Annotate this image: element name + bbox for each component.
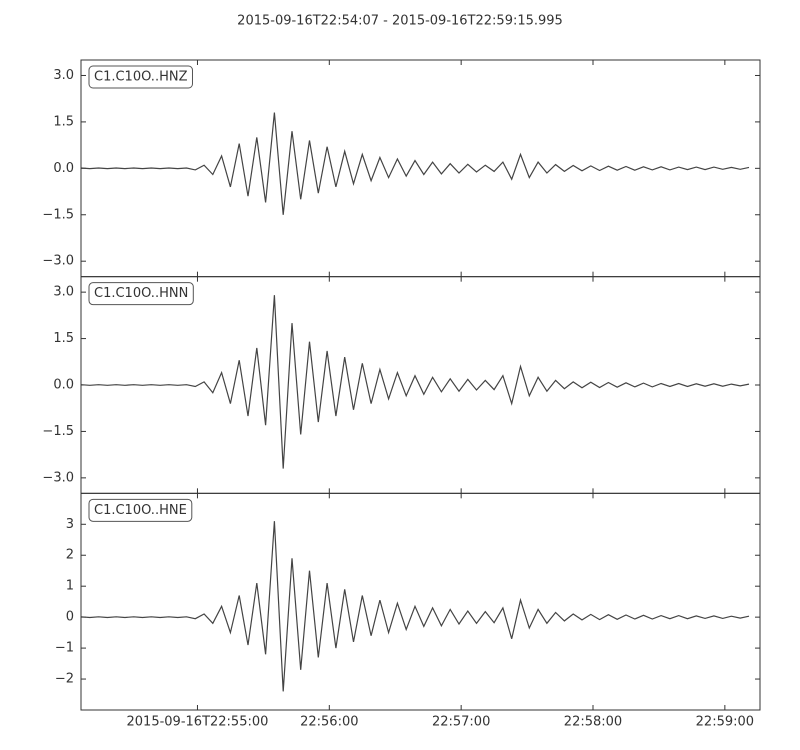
x-tick-label: 22:58:00 <box>564 715 622 730</box>
y-tick-label: 1.5 <box>53 114 74 129</box>
x-tick-label: 2015-09-16T22:55:00 <box>127 715 269 730</box>
waveform <box>80 112 750 215</box>
y-tick-label: 3.0 <box>53 68 74 83</box>
trace-label-box <box>88 65 193 89</box>
x-tick-label: 22:59:00 <box>696 715 754 730</box>
trace-label: C1.C10O..HNN <box>88 282 194 306</box>
y-tick-label: 2 <box>66 548 74 563</box>
waveform <box>80 295 750 469</box>
y-tick-label: 0.0 <box>53 378 74 393</box>
y-tick-label: 3 <box>66 517 74 532</box>
trace-label-text: C1.C10O..HNN <box>94 286 188 301</box>
y-tick-label: −3.0 <box>42 254 74 269</box>
y-tick-label: −1.5 <box>42 424 74 439</box>
trace-label: C1.C10O..HNZ <box>88 65 193 89</box>
y-tick-label: 0 <box>66 610 74 625</box>
y-tick-label: 1 <box>66 579 74 594</box>
trace-label-box <box>88 282 194 306</box>
y-tick-label: −1.5 <box>42 207 74 222</box>
panel-frame <box>80 492 761 711</box>
y-tick-label: −2 <box>55 672 74 687</box>
trace-label: C1.C10O..HNE <box>88 498 193 522</box>
y-tick-label: −3.0 <box>42 470 74 485</box>
y-tick-label: 0.0 <box>53 161 74 176</box>
trace-label-text: C1.C10O..HNE <box>94 503 187 518</box>
y-tick-label: 3.0 <box>53 285 74 300</box>
y-tick-label: 1.5 <box>53 331 74 346</box>
x-tick-label: 22:56:00 <box>300 715 358 730</box>
x-tick-label: 22:57:00 <box>432 715 490 730</box>
waveform <box>80 521 750 692</box>
trace-label-box <box>88 498 193 522</box>
y-tick-label: −1 <box>55 641 74 656</box>
chart-title: 2015-09-16T22:54:07 - 2015-09-16T22:59:1… <box>237 14 563 29</box>
trace-label-text: C1.C10O..HNZ <box>94 70 188 85</box>
